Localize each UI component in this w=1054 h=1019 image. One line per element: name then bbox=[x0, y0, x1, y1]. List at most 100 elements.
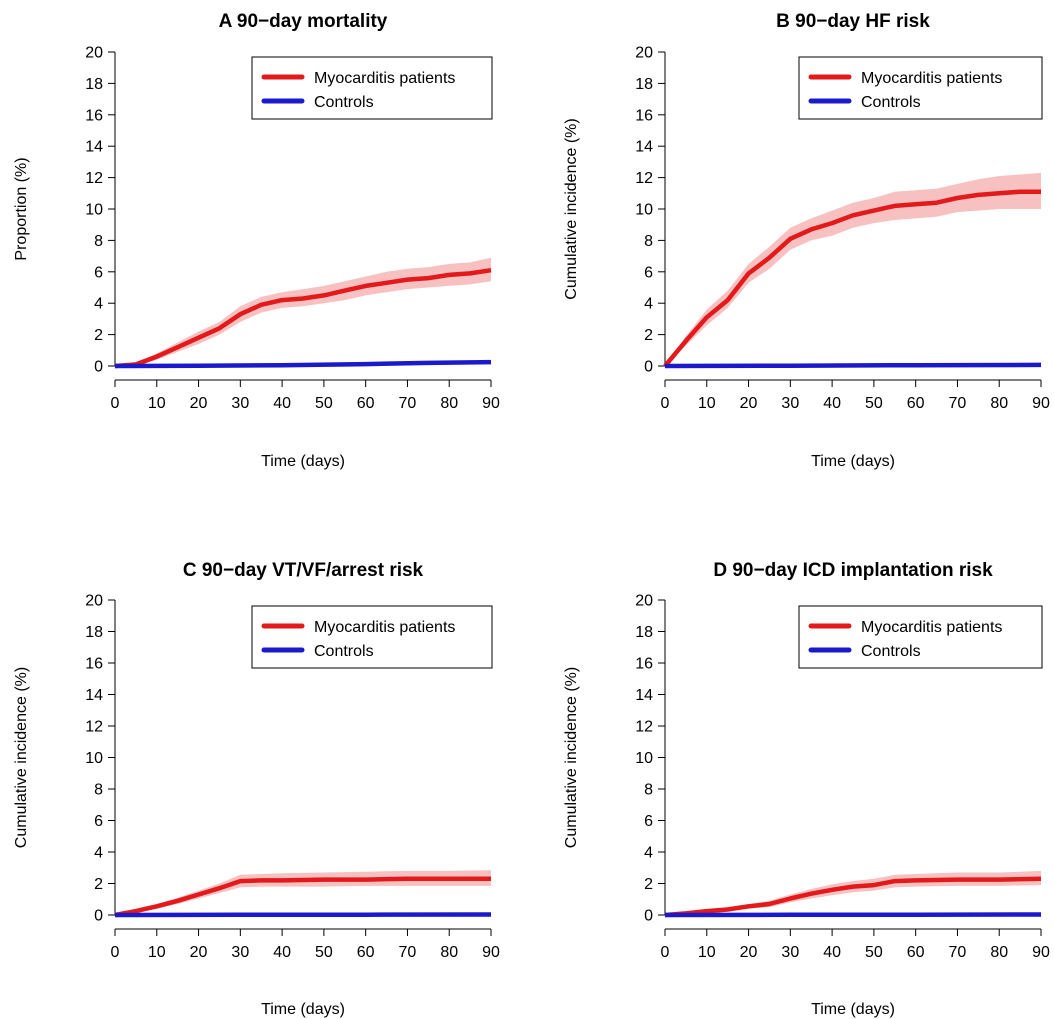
y-tick-label: 0 bbox=[644, 359, 653, 376]
x-tick-label: 80 bbox=[440, 395, 458, 412]
y-tick-label: 14 bbox=[85, 139, 103, 156]
x-axis-label: Time (days) bbox=[261, 1001, 345, 1018]
x-tick-label: 50 bbox=[865, 944, 883, 961]
legend-label: Myocarditis patients bbox=[314, 70, 455, 87]
chart-title: C 90−day VT/VF/arrest risk bbox=[183, 560, 424, 581]
x-tick-label: 50 bbox=[865, 395, 883, 412]
series-line-controls bbox=[664, 912, 1042, 918]
y-tick-label: 14 bbox=[635, 139, 653, 156]
y-tick-label: 12 bbox=[635, 719, 653, 736]
legend: Myocarditis patients Controls bbox=[251, 605, 493, 669]
y-tick-label: 20 bbox=[85, 45, 103, 62]
x-tick-label: 90 bbox=[482, 395, 500, 412]
y-tick-label: 16 bbox=[85, 656, 103, 673]
y-tick-label: 0 bbox=[644, 908, 653, 925]
x-tick-label: 30 bbox=[781, 395, 799, 412]
y-tick-label: 12 bbox=[85, 719, 103, 736]
x-tick-label: 80 bbox=[440, 944, 458, 961]
y-tick-label: 8 bbox=[644, 782, 653, 799]
y-tick-label: 18 bbox=[85, 76, 103, 93]
y-tick-label: 20 bbox=[635, 593, 653, 610]
y-tick-label: 2 bbox=[644, 327, 653, 344]
y-tick-label: 6 bbox=[94, 813, 103, 830]
y-tick-label: 14 bbox=[635, 687, 653, 704]
legend-label: Myocarditis patients bbox=[861, 70, 1002, 87]
chart-panel-d: D 90−day ICD implantation risk 0 2 4 6 8 10 12 1… bbox=[563, 560, 1050, 1018]
legend-label: Controls bbox=[314, 94, 374, 111]
chart-panel-c: C 90−day VT/VF/arrest risk 0 2 4 6 8 10 12 14 16 1… bbox=[13, 560, 500, 1018]
y-tick-label: 6 bbox=[644, 813, 653, 830]
x-tick-label: 30 bbox=[231, 944, 249, 961]
x-tick-label: 40 bbox=[273, 944, 291, 961]
chart-title: A 90−day mortality bbox=[219, 11, 388, 32]
y-tick-label: 4 bbox=[94, 845, 103, 862]
y-tick-label: 2 bbox=[644, 876, 653, 893]
x-tick-label: 90 bbox=[1032, 395, 1050, 412]
legend-box bbox=[798, 605, 1043, 669]
legend-box bbox=[251, 56, 493, 120]
y-axis-label: Cumulative incidence (%) bbox=[13, 667, 30, 848]
y-tick-label: 10 bbox=[85, 202, 103, 219]
y-tick-label: 8 bbox=[644, 233, 653, 250]
y-tick-label: 6 bbox=[94, 264, 103, 281]
y-tick-label: 2 bbox=[94, 327, 103, 344]
y-tick-label: 0 bbox=[94, 908, 103, 925]
x-axis-label: Time (days) bbox=[811, 453, 895, 470]
x-tick-label: 70 bbox=[949, 944, 967, 961]
legend-label: Controls bbox=[314, 643, 374, 660]
x-tick-label: 60 bbox=[357, 944, 375, 961]
x-tick-label: 70 bbox=[949, 395, 967, 412]
legend-box bbox=[798, 56, 1043, 120]
chart-panel-b: B 90−day HF risk 0 2 4 6 8 10 12 14 16 18 20 0 10 20 30… bbox=[563, 11, 1050, 470]
x-tick-label: 20 bbox=[740, 395, 758, 412]
chart-title: D 90−day ICD implantation risk bbox=[713, 560, 993, 581]
x-tick-label: 20 bbox=[740, 944, 758, 961]
x-tick-label: 30 bbox=[781, 944, 799, 961]
y-tick-label: 10 bbox=[635, 202, 653, 219]
series-line-myocarditis bbox=[663, 189, 1041, 368]
y-tick-label: 18 bbox=[85, 624, 103, 641]
y-tick-label: 10 bbox=[635, 750, 653, 767]
y-tick-label: 4 bbox=[94, 296, 103, 313]
legend-label: Controls bbox=[861, 643, 921, 660]
x-tick-label: 80 bbox=[990, 395, 1008, 412]
y-tick-label: 4 bbox=[644, 296, 653, 313]
y-tick-label: 20 bbox=[85, 593, 103, 610]
y-tick-label: 12 bbox=[85, 170, 103, 187]
x-tick-label: 50 bbox=[315, 395, 333, 412]
x-tick-label: 40 bbox=[273, 395, 291, 412]
x-tick-label: 10 bbox=[148, 944, 166, 961]
x-axis-label: Time (days) bbox=[811, 1001, 895, 1018]
x-axis-label: Time (days) bbox=[261, 453, 345, 470]
series-line-myocarditis bbox=[114, 267, 492, 369]
x-tick-label: 60 bbox=[907, 395, 925, 412]
x-tick-label: 0 bbox=[111, 395, 120, 412]
x-tick-label: 20 bbox=[190, 944, 208, 961]
legend: Myocarditis patients Controls bbox=[798, 605, 1043, 669]
legend: Myocarditis patients Controls bbox=[798, 56, 1043, 120]
legend-label: Controls bbox=[861, 94, 921, 111]
y-tick-label: 2 bbox=[94, 876, 103, 893]
x-tick-label: 90 bbox=[1032, 944, 1050, 961]
y-axis-label: Cumulative incidence (%) bbox=[563, 667, 580, 848]
x-tick-label: 60 bbox=[907, 944, 925, 961]
confidence-band-myocarditis bbox=[115, 257, 491, 366]
series-line-controls bbox=[114, 912, 492, 918]
x-tick-label: 10 bbox=[698, 944, 716, 961]
y-tick-label: 20 bbox=[635, 45, 653, 62]
y-tick-label: 8 bbox=[94, 782, 103, 799]
y-tick-label: 10 bbox=[85, 750, 103, 767]
x-tick-label: 0 bbox=[661, 944, 670, 961]
x-tick-label: 90 bbox=[482, 944, 500, 961]
series-line-controls bbox=[114, 359, 492, 369]
y-tick-label: 12 bbox=[635, 170, 653, 187]
y-tick-label: 16 bbox=[635, 656, 653, 673]
x-tick-label: 70 bbox=[399, 944, 417, 961]
x-tick-label: 80 bbox=[990, 944, 1008, 961]
x-tick-label: 0 bbox=[111, 944, 120, 961]
x-tick-label: 60 bbox=[357, 395, 375, 412]
y-tick-label: 18 bbox=[635, 76, 653, 93]
y-tick-label: 16 bbox=[635, 107, 653, 124]
legend-label: Myocarditis patients bbox=[314, 619, 455, 636]
